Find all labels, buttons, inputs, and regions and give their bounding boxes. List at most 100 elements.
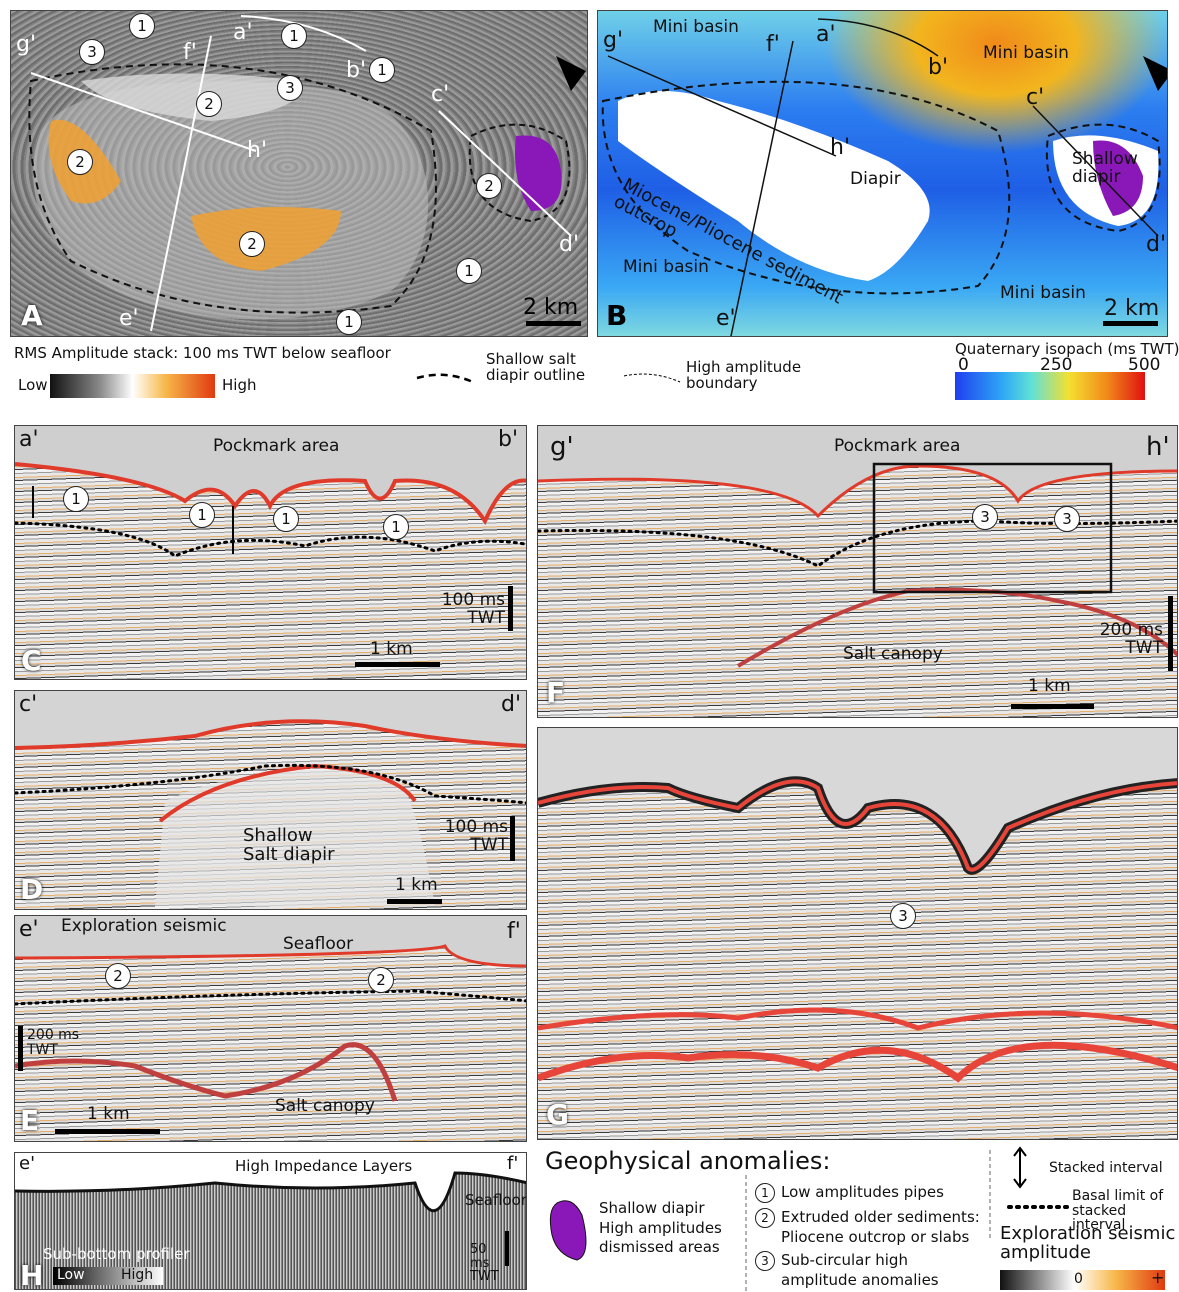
area-label: Mini basin [653, 17, 739, 37]
marker: 2 [239, 231, 265, 257]
marker: 2 [476, 173, 502, 199]
section-label: d' [559, 232, 580, 257]
panel-title: Pockmark area [213, 436, 340, 456]
decor-path [81, 73, 302, 121]
decor-rect [1000, 1270, 1165, 1290]
colorbar-zero: 0 [1074, 1271, 1083, 1287]
decor-path [1143, 56, 1167, 91]
marker: 1 [336, 309, 362, 335]
decor-path [32, 486, 234, 554]
section-label: c' [1026, 85, 1045, 110]
area-label: Mini basin [623, 257, 709, 277]
decor-rect [55, 1129, 160, 1134]
section-label: f' [183, 40, 197, 65]
decor-svg [28, 15, 586, 332]
marker: 1 [63, 486, 89, 512]
scale-label: 1 km [370, 639, 413, 659]
seafloor-label: Seafloor [465, 1191, 527, 1209]
legend-item: Sub-circular high amplitude anomalies [781, 1251, 939, 1289]
section-label: f' [507, 1153, 519, 1174]
panel-label: D [20, 873, 44, 906]
diapir-label: Diapir [850, 169, 901, 189]
dot-sample [623, 373, 681, 383]
colorbar-plus: + [1151, 1268, 1165, 1287]
decor-rect [505, 1231, 509, 1266]
body-label: Shallow Salt diapir [243, 825, 335, 865]
decor-path [240, 15, 367, 52]
decor-path [191, 207, 341, 271]
decor-path [538, 1007, 1177, 1031]
decor-rect [387, 899, 442, 904]
marker: 2 [105, 963, 131, 989]
scale-low: Low [57, 1267, 85, 1283]
decor-rect [526, 321, 581, 326]
legend-stacked: Stacked interval [1049, 1160, 1163, 1176]
decor-path [1093, 140, 1143, 216]
decor-path [15, 521, 526, 558]
section-label: e' [119, 306, 139, 331]
panel-label: G [546, 1098, 569, 1131]
decor-path [15, 989, 526, 1006]
decor-svg [15, 1153, 526, 1285]
legend-marker: 2 [755, 1208, 775, 1228]
panel-label: C [21, 644, 42, 677]
panel-label: H [20, 1259, 44, 1290]
decor-rect [18, 1026, 23, 1071]
vertical-scale: 200 ms TWT [27, 1027, 80, 1058]
decor-rect [1103, 321, 1158, 326]
decor-rect [872, 462, 1113, 594]
decor-path [623, 373, 681, 383]
shallow-diapir-label: Shallow diapir [1072, 149, 1138, 187]
colorbar-tick: 500 [1128, 355, 1161, 375]
marker: 3 [890, 903, 916, 929]
decor-path [15, 944, 526, 968]
section-label: e' [19, 917, 39, 942]
marker: 1 [273, 506, 299, 532]
marker: 2 [196, 91, 222, 117]
decor-path [601, 80, 1011, 295]
legend-basal: Basal limit of stacked interval [1072, 1188, 1164, 1234]
decor-line [438, 110, 572, 237]
section-label: b' [928, 55, 949, 80]
section-label: g' [550, 432, 574, 462]
panel-label: E [20, 1104, 40, 1137]
decor-line [607, 55, 837, 157]
decor-path [538, 779, 1177, 872]
section-label: b' [498, 427, 519, 452]
legend-dismissed: Shallow diapir High amplitudes dismissed… [599, 1199, 722, 1256]
decor-svg [538, 426, 1177, 709]
section-label: a' [19, 427, 39, 452]
legend-low: Low [18, 376, 48, 394]
section-label: g' [16, 32, 37, 57]
marker: 2 [67, 149, 93, 175]
decor-svg [15, 691, 526, 906]
decor-path [15, 1042, 398, 1102]
instrument-label: Sub-bottom profiler [43, 1245, 190, 1263]
scale-label: 1 km [87, 1104, 130, 1124]
legend-title: Quaternary isopach (ms TWT) [955, 340, 1179, 358]
decor-line [30, 72, 257, 152]
scale-label: 1 km [1028, 676, 1071, 696]
decor-path [817, 18, 939, 57]
area-label: Mini basin [983, 43, 1069, 63]
section-label: a' [233, 20, 253, 45]
marker: 3 [972, 504, 998, 530]
decor-line [1032, 105, 1159, 237]
section-label: f' [766, 32, 780, 57]
section-label: h' [247, 138, 267, 163]
decor-path [15, 691, 526, 748]
legend-marker: 3 [755, 1251, 775, 1271]
section-label: g' [603, 28, 624, 53]
marker: 1 [189, 502, 215, 528]
decor-path [15, 462, 526, 526]
vertical-scale: 100 ms TWT [441, 590, 505, 628]
legend-title: RMS Amplitude stack: 100 ms TWT below se… [14, 344, 391, 362]
marker: 1 [456, 258, 482, 284]
section-label: d' [1146, 232, 1167, 257]
decor-path [15, 1153, 526, 1211]
